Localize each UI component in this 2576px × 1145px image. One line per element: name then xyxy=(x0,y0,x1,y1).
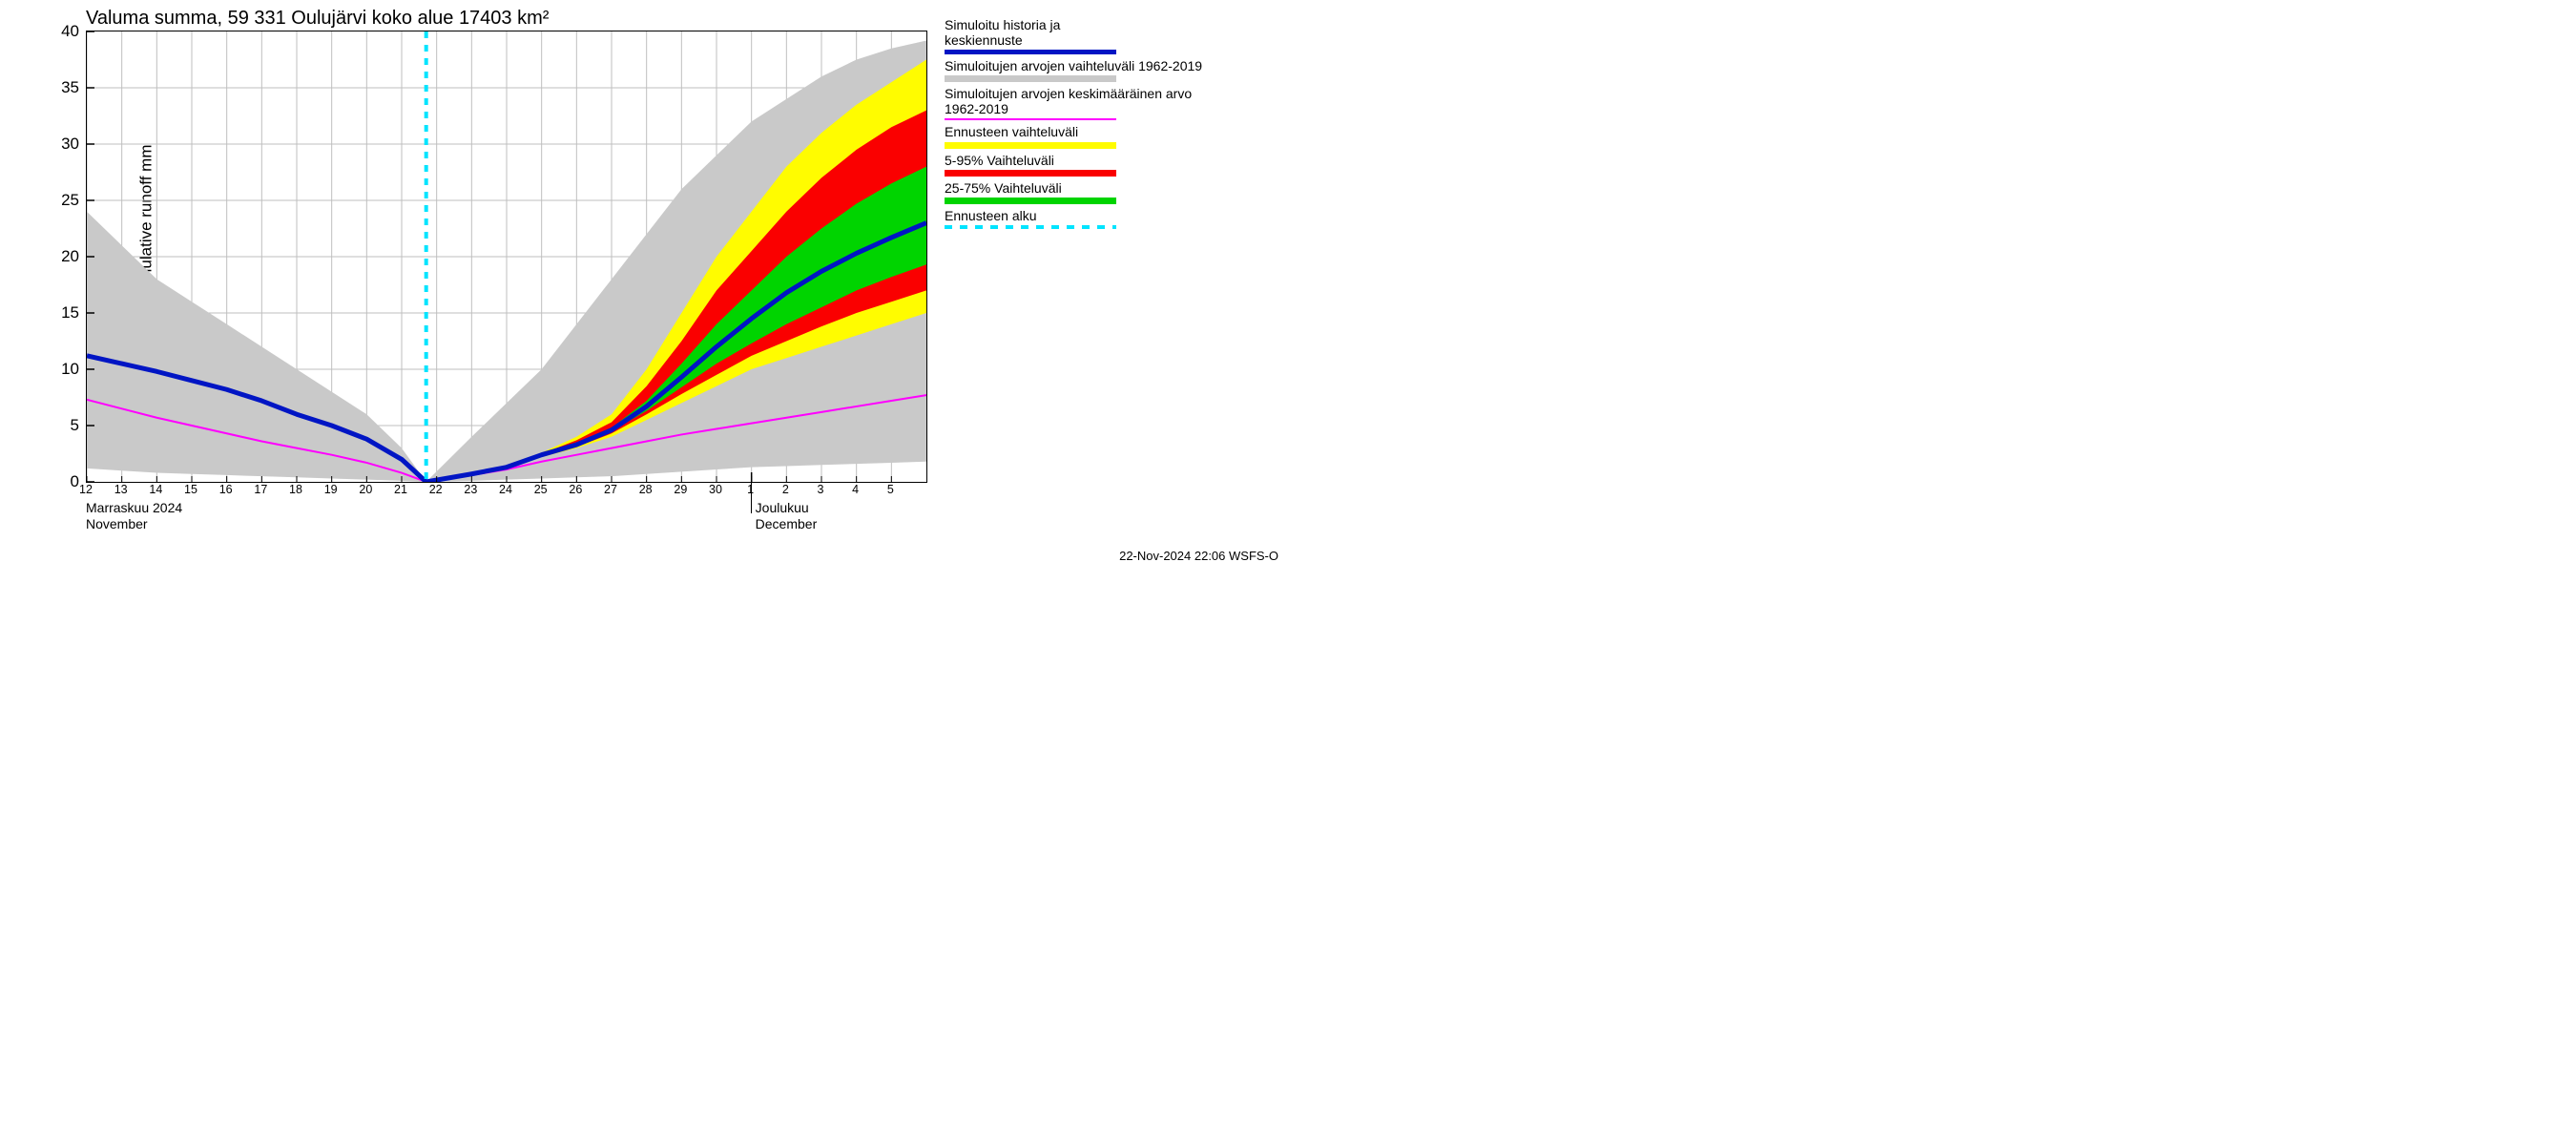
y-tick-label: 35 xyxy=(61,78,79,97)
x-tick-label: 29 xyxy=(674,483,687,496)
legend-text: 25-75% Vaihteluväli xyxy=(945,180,1278,196)
chart-title: Valuma summa, 59 331 Oulujärvi koko alue… xyxy=(86,8,549,30)
x-tick-label: 27 xyxy=(604,483,617,496)
x-tick-label: 24 xyxy=(499,483,512,496)
chart-container: Valuma summa / Cumulative runoff mm Valu… xyxy=(0,0,1288,572)
legend-swatch xyxy=(945,142,1116,149)
month-label-1-en: November xyxy=(86,516,182,532)
legend-entry: Simuloitujen arvojen vaihteluväli 1962-2… xyxy=(945,58,1278,82)
x-tick-label: 2 xyxy=(782,483,789,496)
y-tick-label: 15 xyxy=(61,303,79,323)
x-tick-label: 19 xyxy=(324,483,338,496)
month-label-2: Joulukuu December xyxy=(756,500,818,532)
legend-swatch xyxy=(945,75,1116,82)
y-tick-label: 30 xyxy=(61,135,79,154)
x-tick-label: 12 xyxy=(79,483,93,496)
x-tick-label: 16 xyxy=(219,483,233,496)
x-tick-label: 21 xyxy=(394,483,407,496)
legend-swatch xyxy=(945,198,1116,204)
legend-swatch xyxy=(945,118,1116,120)
y-tick-label: 25 xyxy=(61,191,79,210)
x-tick-label: 13 xyxy=(114,483,128,496)
x-tick-label: 20 xyxy=(359,483,372,496)
x-tick-label: 23 xyxy=(464,483,477,496)
month-label-2-fi: Joulukuu xyxy=(756,500,818,516)
chart-plot-area: 0510152025303540 xyxy=(86,31,927,483)
chart-footer: 22-Nov-2024 22:06 WSFS-O xyxy=(1119,549,1278,563)
x-tick-label: 17 xyxy=(254,483,267,496)
legend-text: 5-95% Vaihteluväli xyxy=(945,153,1278,168)
x-tick-label: 30 xyxy=(709,483,722,496)
x-tick-label: 4 xyxy=(852,483,859,496)
legend-entry: 25-75% Vaihteluväli xyxy=(945,180,1278,204)
legend-entry: Simuloitu historia jakeskiennuste xyxy=(945,17,1278,54)
x-tick-label: 22 xyxy=(429,483,443,496)
legend-entry: Ennusteen alku xyxy=(945,208,1278,229)
legend-entry: 5-95% Vaihteluväli xyxy=(945,153,1278,177)
legend-text: Ennusteen vaihteluväli xyxy=(945,124,1278,139)
month-label-2-en: December xyxy=(756,516,818,532)
legend-text: Simuloitu historia jakeskiennuste xyxy=(945,17,1278,48)
x-tick-label: 5 xyxy=(887,483,894,496)
y-tick-label: 20 xyxy=(61,247,79,266)
legend-text: Ennusteen alku xyxy=(945,208,1278,223)
legend-text: Simuloitujen arvojen vaihteluväli 1962-2… xyxy=(945,58,1278,73)
x-tick-label: 15 xyxy=(184,483,197,496)
y-tick-label: 5 xyxy=(71,416,79,435)
y-tick-label: 40 xyxy=(61,22,79,41)
chart-legend: Simuloitu historia jakeskiennuste Simuloi… xyxy=(945,17,1278,233)
x-tick-label: 18 xyxy=(289,483,302,496)
month-label-1: Marraskuu 2024 November xyxy=(86,500,182,532)
legend-swatch xyxy=(945,170,1116,177)
x-tick-label: 26 xyxy=(569,483,582,496)
legend-text: Simuloitujen arvojen keskimääräinen arvo… xyxy=(945,86,1278,116)
chart-svg xyxy=(87,31,926,482)
legend-swatch xyxy=(945,50,1116,54)
x-tick-label: 25 xyxy=(534,483,548,496)
y-tick-label: 10 xyxy=(61,360,79,379)
legend-entry: Simuloitujen arvojen keskimääräinen arvo… xyxy=(945,86,1278,120)
legend-swatch xyxy=(945,225,1116,229)
x-tick-label: 28 xyxy=(639,483,653,496)
y-tick-label: 0 xyxy=(71,472,79,491)
month-separator xyxy=(751,481,752,513)
month-label-1-fi: Marraskuu 2024 xyxy=(86,500,182,516)
x-tick-label: 3 xyxy=(818,483,824,496)
legend-entry: Ennusteen vaihteluväli xyxy=(945,124,1278,148)
x-tick-label: 14 xyxy=(149,483,162,496)
